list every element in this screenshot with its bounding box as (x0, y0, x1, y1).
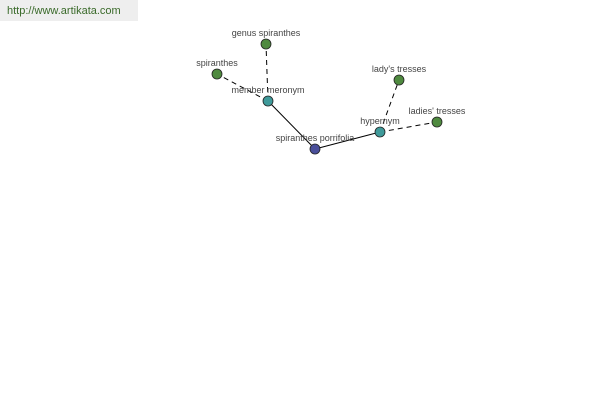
edge-meronym-spiranthes (216, 73, 269, 102)
edge-center-meronym (267, 100, 316, 150)
node-label-ladies: ladies' tresses (409, 106, 466, 116)
node-meronym[interactable] (262, 95, 274, 107)
node-ladies[interactable] (431, 116, 443, 128)
node-label-genus: genus spiranthes (232, 28, 301, 38)
node-label-ladys: lady's tresses (372, 64, 427, 74)
edge-hypernym-ladys (379, 79, 400, 133)
edge-center-hypernym (314, 131, 381, 150)
node-label-meronym: member meronym (231, 85, 304, 95)
node-label-center: spiranthes porrifolia (276, 133, 355, 143)
node-center[interactable] (309, 143, 321, 155)
edge-hypernym-ladies (379, 121, 438, 133)
watermark-url: http://www.artikata.com (0, 0, 138, 21)
edge-meronym-genus (265, 43, 269, 102)
node-label-hypernym: hypernym (360, 116, 400, 126)
node-hypernym[interactable] (374, 126, 386, 138)
node-label-spiranthes: spiranthes (196, 58, 238, 68)
node-genus[interactable] (260, 38, 272, 50)
node-spiranthes[interactable] (211, 68, 223, 80)
node-ladys[interactable] (393, 74, 405, 86)
